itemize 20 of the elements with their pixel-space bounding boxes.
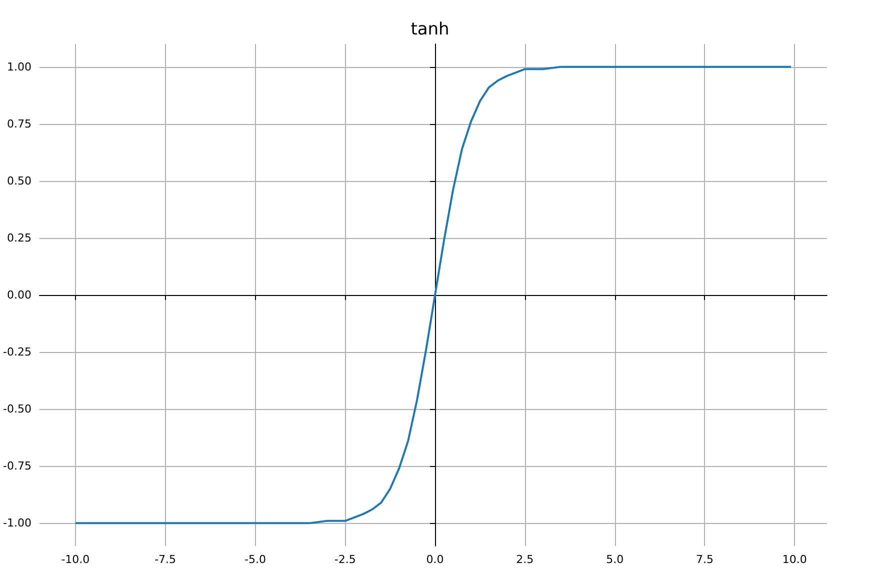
x-tick-label: 10.0 (782, 553, 807, 566)
x-tick-label: 7.5 (696, 553, 714, 566)
y-tick-label: -0.75 (2, 460, 32, 473)
line-series (74, 66, 792, 524)
y-tick-label: -0.50 (2, 402, 32, 416)
y-tick-label: 0.25 (6, 231, 32, 244)
y-tick-label: 0.75 (6, 117, 32, 130)
x-tick-label: -5.0 (244, 553, 266, 566)
y-tick-label: -0.25 (2, 346, 32, 359)
x-tick-label: 2.5 (516, 553, 534, 566)
x-tick-label: -7.5 (154, 553, 176, 566)
x-tick-label: 5.0 (606, 553, 624, 566)
x-tick-label: 0.0 (426, 553, 444, 566)
y-tick-label: 1.00 (6, 60, 32, 74)
y-tick-label: 0.00 (6, 288, 32, 302)
chart-title: tanh (410, 20, 450, 40)
y-tick-label: 0.50 (6, 174, 32, 188)
x-tick-label: -10.0 (61, 553, 90, 566)
x-tick-label: -2.5 (334, 553, 356, 566)
y-tick-label: -1.00 (2, 516, 32, 530)
